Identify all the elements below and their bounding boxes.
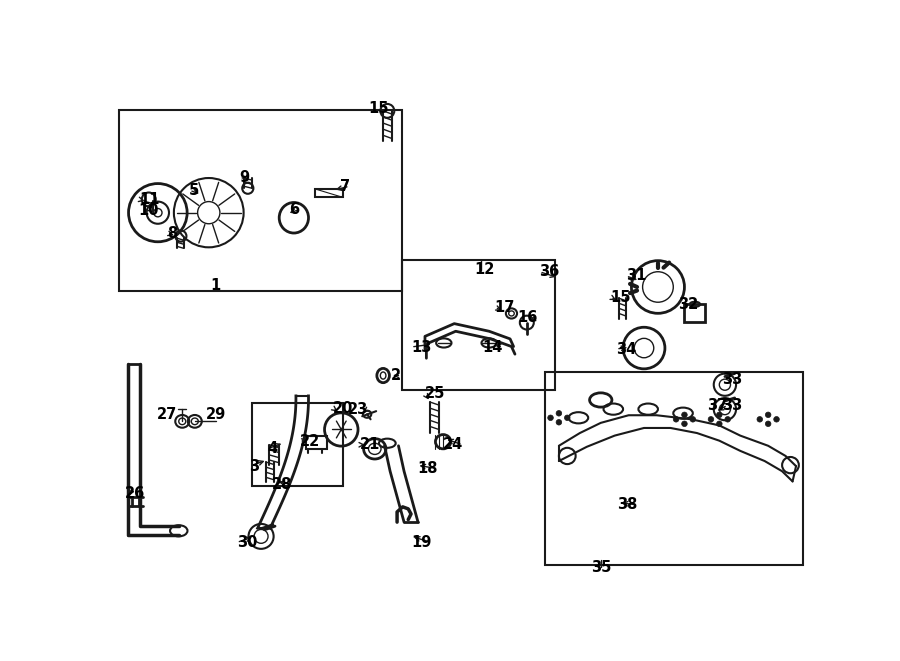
Text: 30: 30	[237, 535, 257, 550]
Text: 19: 19	[411, 535, 432, 550]
Text: 33: 33	[722, 372, 742, 387]
Text: 3: 3	[249, 459, 259, 474]
Text: 13: 13	[411, 340, 431, 354]
Circle shape	[556, 420, 562, 425]
Text: 9: 9	[239, 169, 249, 184]
Circle shape	[765, 412, 771, 418]
Bar	[315, 189, 343, 197]
Bar	[306, 436, 328, 449]
Text: 16: 16	[518, 310, 538, 325]
Text: 12: 12	[475, 262, 495, 277]
Text: 34: 34	[616, 342, 636, 356]
Text: 18: 18	[417, 461, 437, 476]
Circle shape	[564, 415, 570, 420]
Text: 36: 36	[539, 264, 560, 279]
Bar	[545, 372, 803, 565]
Text: 24: 24	[443, 438, 463, 452]
Circle shape	[716, 412, 722, 418]
Text: 27: 27	[157, 407, 177, 422]
Circle shape	[724, 416, 731, 422]
Text: 17: 17	[495, 300, 515, 315]
Text: 15: 15	[369, 101, 389, 116]
Text: 20: 20	[333, 401, 354, 416]
Text: 23: 23	[347, 402, 368, 416]
Text: 6: 6	[289, 202, 300, 217]
Text: 15: 15	[610, 290, 631, 305]
Bar	[685, 304, 706, 322]
Circle shape	[708, 416, 714, 422]
Text: 4: 4	[267, 442, 277, 456]
Bar	[252, 403, 343, 486]
Circle shape	[681, 421, 688, 426]
Circle shape	[548, 415, 554, 420]
Text: 11: 11	[139, 192, 159, 207]
Circle shape	[681, 412, 688, 418]
Text: 33: 33	[722, 397, 742, 412]
Text: 22: 22	[300, 434, 319, 449]
Text: 14: 14	[482, 340, 503, 354]
Text: 37: 37	[707, 397, 728, 412]
Bar	[402, 260, 555, 390]
Circle shape	[757, 416, 762, 422]
Text: 28: 28	[272, 477, 292, 492]
Circle shape	[690, 416, 696, 422]
Text: 5: 5	[189, 183, 200, 198]
Text: 21: 21	[359, 438, 380, 452]
Text: 10: 10	[139, 203, 159, 218]
Text: 8: 8	[166, 225, 177, 241]
Text: 1: 1	[211, 278, 220, 293]
Text: 7: 7	[339, 178, 349, 194]
Text: 2: 2	[392, 368, 401, 383]
Text: 31: 31	[626, 268, 646, 284]
Circle shape	[673, 416, 679, 422]
Text: 32: 32	[679, 297, 698, 312]
Circle shape	[765, 421, 771, 426]
Text: 25: 25	[425, 387, 446, 401]
Bar	[120, 110, 402, 291]
Circle shape	[716, 421, 722, 426]
Text: 38: 38	[616, 497, 637, 512]
Circle shape	[774, 416, 779, 422]
Circle shape	[556, 410, 562, 416]
Text: 35: 35	[590, 561, 611, 576]
Text: 26: 26	[125, 486, 145, 501]
Text: 29: 29	[205, 407, 226, 422]
